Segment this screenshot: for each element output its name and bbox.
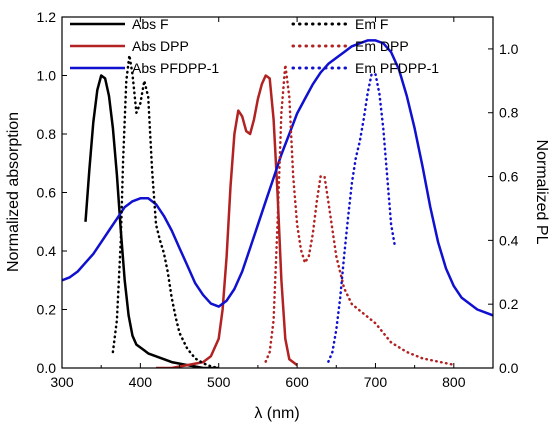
y-left-tick-label: 0.8 [37,126,57,142]
y-left-tick-label: 1.2 [37,9,57,25]
series-line-em-f [111,54,220,368]
x-axis-title: λ (nm) [254,405,299,422]
y-left-tick-label: 0.4 [37,243,57,259]
x-tick-label: 700 [364,374,388,390]
legend-label: Abs PFDPP-1 [132,60,219,76]
x-tick-label: 400 [129,374,153,390]
y-right-tick-label: 1.0 [499,41,519,57]
y-right-tick-label: 0.4 [499,232,519,248]
series-line-em-dpp [264,63,456,367]
series-line-em-pfdpp-1 [327,73,397,363]
x-tick-label: 600 [285,374,309,390]
legend-label: Em PFDPP-1 [355,60,439,76]
axes-layer: 300 400 500 600 700 800 0.0 0.2 0.4 0.6 0.8 1.0 1.2 0… [37,9,519,390]
y-right-tick-label: 0.0 [499,360,519,376]
x-tick-label: 500 [207,374,231,390]
legend-label: Abs DPP [132,38,189,54]
series-layer [62,39,493,368]
series-line-abs-pfdpp-1 [62,39,493,317]
series-line-abs-f [84,74,219,368]
x-tick-label: 800 [442,374,466,390]
y-left-tick-label: 1.0 [37,68,57,84]
y-right-tick-label: 0.6 [499,169,519,185]
legend: Abs F Abs DPP Abs PFDPP-1 Em F Em DPP Em PFDP… [70,16,439,76]
legend-label: Em F [355,16,388,32]
x-tick-label: 300 [50,374,74,390]
y-axis-right-title: Normalized PL [533,140,550,245]
y-axis-left-title: Normalized absorption [5,112,22,272]
y-left-tick-label: 0.2 [37,302,57,318]
y-left-tick-label: 0.6 [37,185,57,201]
y-right-tick-label: 0.2 [499,296,519,312]
legend-label: Abs F [132,16,169,32]
y-left-tick-label: 0.0 [37,360,57,376]
y-right-tick-label: 0.8 [499,105,519,121]
legend-label: Em DPP [355,38,409,54]
